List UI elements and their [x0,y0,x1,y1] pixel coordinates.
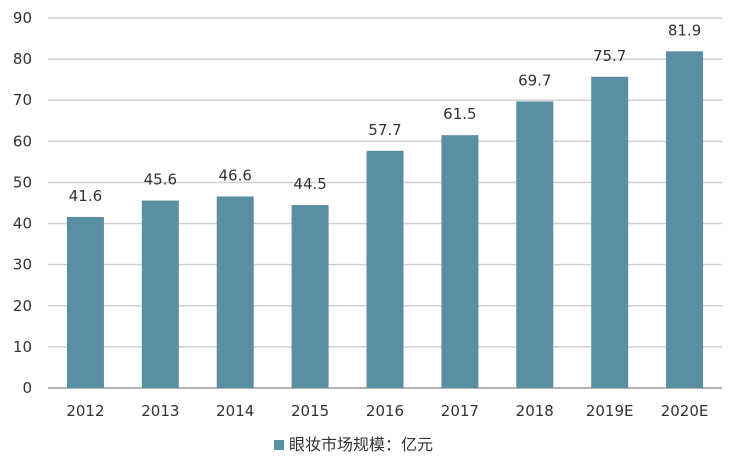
x-tick-label: 2018 [516,402,554,420]
bar-2014 [216,196,254,388]
data-label-2017: 61.5 [443,105,476,123]
bar-2019E [591,76,629,389]
bar-2018 [516,101,554,388]
data-label-2019E: 75.7 [593,47,626,65]
data-label-2020E: 81.9 [668,21,701,39]
y-tick-label: 40 [13,215,32,233]
x-tick-label: 2014 [216,402,254,420]
bars [66,51,704,389]
bar-2017 [441,135,479,388]
legend-label: 眼妆市场规模：亿元 [289,435,433,454]
data-label-2013: 45.6 [144,171,177,189]
bar-2016 [366,150,404,388]
legend: 眼妆市场规模：亿元 [274,435,433,454]
y-tick-label: 0 [22,379,32,397]
data-label-2016: 57.7 [368,121,401,139]
y-tick-label: 90 [13,9,32,27]
y-tick-label: 10 [13,338,32,356]
y-tick-label: 20 [13,297,32,315]
x-tick-label: 2019E [586,402,634,420]
y-tick-label: 60 [13,132,32,150]
y-axis-ticks: 0 10 20 30 40 50 60 70 80 90 [13,9,32,397]
x-tick-label: 2013 [141,402,179,420]
bar-2013 [141,200,179,388]
bar-2012 [66,216,104,388]
y-tick-label: 80 [13,50,32,68]
legend-swatch [274,440,284,450]
y-tick-label: 30 [13,256,32,274]
bar-2015 [291,205,329,388]
y-tick-label: 50 [13,173,32,191]
x-tick-label: 2012 [66,402,104,420]
data-label-2014: 46.6 [219,166,252,184]
data-label-2012: 41.6 [69,187,102,205]
data-label-2018: 69.7 [518,71,551,89]
bar-2020E [666,51,704,389]
x-axis-ticks: 2012 2013 2014 2015 2016 2017 2018 2019E 2020E [66,402,708,420]
x-tick-label: 2016 [366,402,404,420]
data-labels: 41.6 45.6 46.6 44.5 57.7 61.5 69.7 75.7 81.9 [69,21,702,205]
x-tick-label: 2015 [291,402,329,420]
data-label-2015: 44.5 [293,175,326,193]
x-tick-label: 2017 [441,402,479,420]
x-tick-label: 2020E [661,402,709,420]
y-tick-label: 70 [13,91,32,109]
